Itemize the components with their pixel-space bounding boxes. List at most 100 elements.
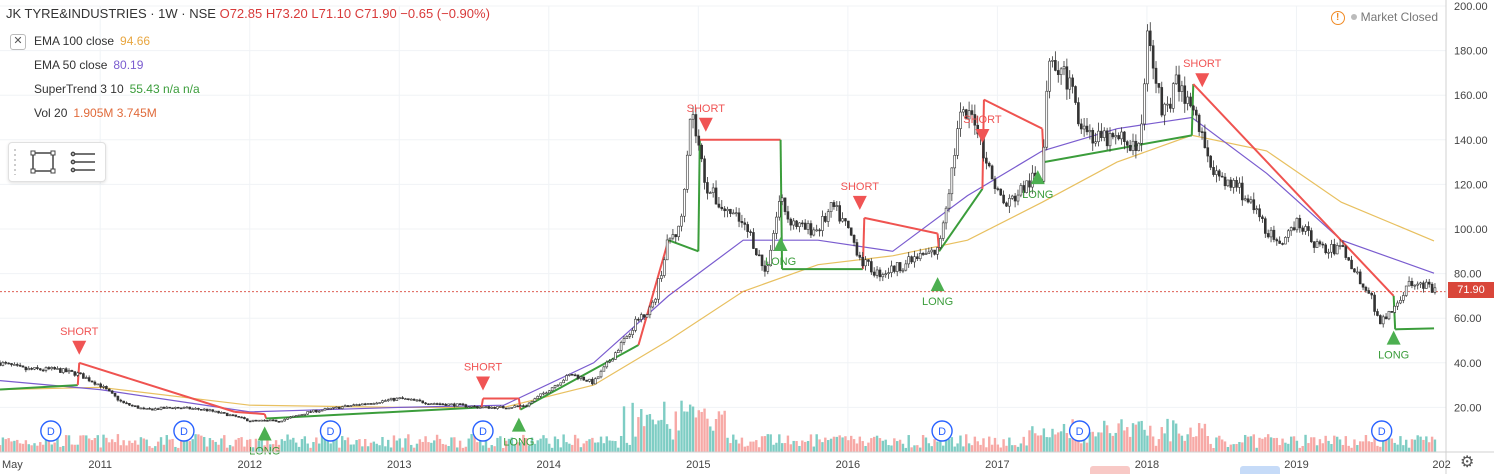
candle-body [271,419,275,422]
volume-bar [248,439,252,452]
candle-body [363,403,367,406]
ohlc-readout: O72.85 H73.20 L71.10 C71.90 −0.65 (−0.90… [219,6,490,21]
lines-tool-icon[interactable] [70,151,95,173]
volume-bar [1002,439,1005,452]
gear-icon[interactable]: ⚙ [1460,454,1475,471]
candle-body [24,366,28,371]
volume-bar [392,435,396,452]
candle-body [642,314,646,318]
candle-body [188,406,192,410]
volume-bar [493,446,496,452]
candle-body [1330,244,1333,253]
candle-body [1286,230,1290,238]
candle-body [962,109,965,113]
legend-value: 80.19 [113,58,144,72]
candle-body [312,409,315,413]
volume-bar [151,447,154,452]
candle-body [887,272,890,275]
candle-body [237,416,240,418]
candle-body [1258,208,1261,218]
buy-button-edge[interactable] [1240,466,1280,474]
legend-ema100[interactable]: ✕ EMA 100 close 94.66 [10,34,150,50]
volume-bar [910,447,913,452]
volume-bar [1157,439,1161,452]
volume-bar [266,434,269,452]
volume-bar [585,440,588,452]
sell-button-edge[interactable] [1090,466,1130,474]
volume-bar [1413,439,1417,452]
candle-body [1370,293,1373,296]
candle-body [1105,130,1109,147]
volume-bar [240,437,243,452]
volume-bar [1232,444,1235,452]
volume-bar [898,439,902,452]
candle-body [1143,83,1146,125]
volume-bar [1301,445,1304,452]
legend-ema50[interactable]: EMA 50 close 80.19 [34,58,143,72]
candle-body [1321,243,1325,246]
supertrend-segment [1192,83,1395,297]
candle-body [1356,271,1359,274]
volume-bar [430,442,433,452]
candle-body [1252,199,1256,211]
candle-body [1289,227,1293,232]
warning-icon[interactable]: ! [1330,10,1345,25]
candle-body [1425,281,1428,289]
volume-bar [355,440,358,452]
volume-bar [243,446,246,452]
candle-body [225,412,229,417]
volume-bar [315,437,318,452]
candle-body [657,278,660,300]
volume-bar [274,440,278,452]
volume-bar [62,445,65,452]
volume-bar [965,434,968,452]
candle-body [59,368,62,373]
volume-bar [855,443,859,452]
supertrend-segment [234,410,265,416]
candle-body [824,216,827,222]
candle-body [44,367,48,371]
volume-bar [1126,427,1129,452]
market-status[interactable]: ! Market Closed [1330,10,1438,25]
candle-body [507,407,511,410]
candle-body [1045,90,1049,148]
candle-body [1416,283,1420,286]
candle-body [1255,208,1258,211]
short-label: SHORT [963,114,1002,126]
short-label: SHORT [687,103,726,115]
candle-body [562,379,565,384]
toggle-legend-icon[interactable]: ✕ [10,34,26,50]
volume-bar [341,436,344,452]
candle-body [185,406,189,409]
short-arrow [1195,73,1210,88]
candle-body [1146,30,1149,85]
volume-bar [789,444,793,452]
candle-body [496,406,499,409]
candle-body [93,381,97,385]
legend-supertrend[interactable]: SuperTrend 3 10 55.43 n/a n/a [34,82,200,96]
candle-body [924,253,928,256]
candle-body [56,368,59,370]
legend-volume[interactable]: Vol 20 1.905M 3.745M [34,106,157,120]
rectangle-tool-icon[interactable] [30,150,56,174]
volume-bar [913,445,916,452]
volume-bar [645,414,649,452]
symbol-title[interactable]: JK TYRE&INDUSTRIES · 1W · NSE [6,6,216,21]
volume-bar [456,447,459,452]
volume-bar [1117,423,1120,452]
volume-bar [1407,447,1411,452]
candle-body [726,208,729,212]
ema100-line [0,134,1435,408]
volume-bar [1114,432,1117,452]
candle-body [1229,179,1233,188]
volume-bar [125,445,128,452]
short-arrow [852,195,867,210]
candle-body [1249,199,1253,203]
y-tick-label: 120.00 [1454,179,1488,191]
candle-body [519,405,522,407]
candle-body [176,406,180,409]
volume-bar [864,445,867,452]
candle-body [260,419,263,422]
candle-body [694,114,698,137]
